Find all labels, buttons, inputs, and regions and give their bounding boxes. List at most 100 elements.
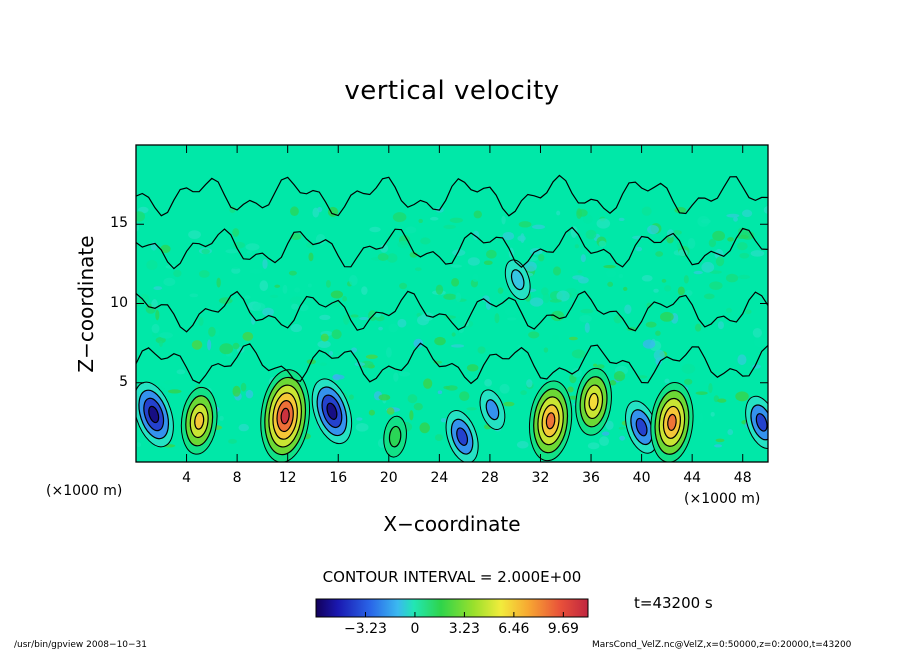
speckle <box>308 252 314 262</box>
speckle <box>727 429 734 436</box>
colorbar-tick-label: 6.46 <box>498 621 530 637</box>
speckle <box>552 266 562 276</box>
speckle <box>485 299 492 310</box>
speckle <box>618 426 626 430</box>
speckle <box>288 270 297 276</box>
speckle <box>596 364 605 369</box>
convective-cell <box>575 367 612 436</box>
speckle <box>232 228 240 237</box>
speckle <box>497 287 504 294</box>
speckle <box>452 249 466 256</box>
speckle <box>238 423 250 432</box>
speckle <box>414 267 422 272</box>
speckle <box>386 253 398 263</box>
speckle <box>672 230 682 235</box>
speckle <box>342 296 347 302</box>
speckle <box>530 297 544 307</box>
speckle <box>229 260 243 270</box>
speckle <box>455 292 462 303</box>
speckle <box>709 270 722 274</box>
speckle <box>232 342 240 350</box>
speckle <box>543 347 549 353</box>
speckle <box>248 268 263 274</box>
speckle <box>752 327 762 338</box>
speckle <box>440 418 447 423</box>
speckle <box>434 434 444 441</box>
speckle <box>715 256 725 267</box>
x-tick-label: 24 <box>430 470 449 486</box>
speckle <box>568 336 578 341</box>
speckle <box>349 275 358 286</box>
speckle <box>503 401 515 407</box>
speckle <box>356 417 363 421</box>
speckle <box>429 216 439 221</box>
speckle <box>605 420 614 430</box>
speckle <box>350 314 359 318</box>
speckle <box>407 394 418 404</box>
speckle <box>443 224 456 229</box>
speckle <box>576 208 582 219</box>
speckle <box>351 347 358 353</box>
speckle <box>451 278 460 287</box>
speckle <box>240 382 247 392</box>
speckle <box>378 326 383 331</box>
speckle <box>603 264 616 269</box>
speckle <box>618 273 624 279</box>
x-tick-label: 28 <box>480 470 499 486</box>
speckle <box>596 218 611 229</box>
speckle <box>700 218 711 224</box>
speckle <box>450 264 463 268</box>
speckle <box>681 363 696 374</box>
speckle <box>377 253 389 261</box>
x-tick-label: 12 <box>278 470 297 486</box>
speckle <box>397 240 411 249</box>
colorbar-tick-label: 0 <box>410 621 420 637</box>
speckle <box>708 238 717 248</box>
speckle <box>526 379 533 388</box>
speckle <box>736 234 749 239</box>
speckle <box>188 230 201 239</box>
x-tick-label: 4 <box>182 470 191 486</box>
speckle <box>506 317 517 321</box>
speckle <box>228 438 237 444</box>
speckle <box>259 280 269 292</box>
colorbar-ticks <box>364 612 564 617</box>
speckle <box>388 323 399 333</box>
speckle <box>466 364 479 372</box>
speckle <box>607 281 614 287</box>
speckle <box>405 226 417 234</box>
speckle <box>653 288 659 293</box>
speckle <box>232 385 241 397</box>
speckle <box>736 242 748 251</box>
contour-ring <box>280 407 290 425</box>
speckle <box>579 314 593 323</box>
speckle <box>136 312 141 321</box>
contour-line <box>136 226 768 270</box>
speckle <box>290 296 304 304</box>
speckle <box>242 331 254 341</box>
convective-cell <box>445 410 479 462</box>
speckle <box>262 307 274 317</box>
speckle <box>687 238 696 249</box>
speckle <box>655 330 661 336</box>
speckle <box>320 333 329 342</box>
speckle <box>709 281 723 290</box>
speckle <box>645 321 657 328</box>
x-tick-label: 36 <box>582 470 600 486</box>
speckle <box>483 260 493 265</box>
speckle <box>136 211 145 222</box>
speckle <box>409 410 414 421</box>
speckle <box>216 277 221 288</box>
axis-ticks <box>136 145 768 462</box>
speckle <box>146 259 158 271</box>
speckle <box>623 286 628 291</box>
footer-left: /usr/bin/gpview 2008−10−31 <box>14 640 148 650</box>
speckle <box>763 206 768 214</box>
speckle <box>348 394 354 400</box>
speckle <box>727 237 734 242</box>
speckle <box>151 323 160 334</box>
speckle <box>664 285 672 292</box>
speckle <box>459 391 470 402</box>
speckle <box>703 293 715 300</box>
